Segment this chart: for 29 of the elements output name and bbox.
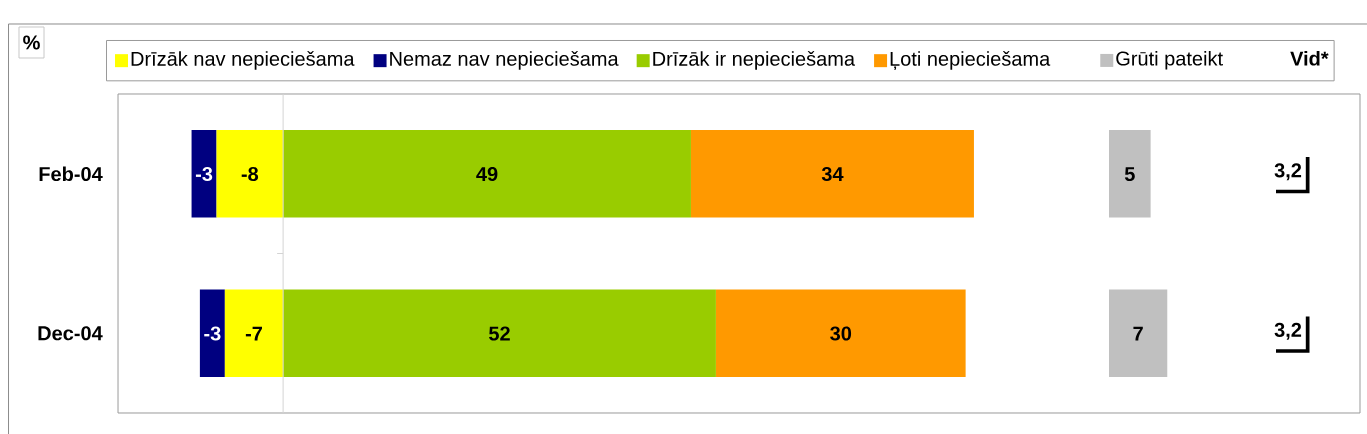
bar <box>715 289 966 378</box>
bar <box>199 289 225 378</box>
legend-label: Drīzāk nav nepieciešama <box>131 51 355 70</box>
legend-label: Grūti pateikt <box>1116 50 1223 70</box>
bar <box>283 289 716 378</box>
text: % <box>23 35 40 50</box>
bar <box>283 129 691 218</box>
data-label: 52 <box>489 326 510 341</box>
data-label: -3 <box>195 166 213 182</box>
data-label: 34 <box>821 166 844 182</box>
bar <box>224 289 284 378</box>
data-label: 7 <box>1133 326 1143 341</box>
data-label: 49 <box>476 166 498 182</box>
text: 3,2 <box>1274 322 1302 340</box>
text: 3,2 <box>1274 163 1302 181</box>
bar <box>216 129 284 218</box>
y-tick-label: Dec-04 <box>38 326 103 341</box>
data-label: 30 <box>830 326 852 341</box>
text: Vid* <box>1290 50 1329 66</box>
legend-label: Nemaz nav nepieciešama <box>390 51 619 70</box>
bar <box>191 129 217 218</box>
legend-label: Ļoti nepieciešama <box>890 51 1051 70</box>
legend-label: Drīzāk ir nepieciešama <box>653 51 856 70</box>
data-label: 5 <box>1124 167 1135 182</box>
y-tick-label: Feb-04 <box>39 166 103 182</box>
data-label: -7 <box>245 326 262 341</box>
data-label: -3 <box>204 326 221 341</box>
data-label: -8 <box>241 166 259 182</box>
bar <box>690 129 974 218</box>
